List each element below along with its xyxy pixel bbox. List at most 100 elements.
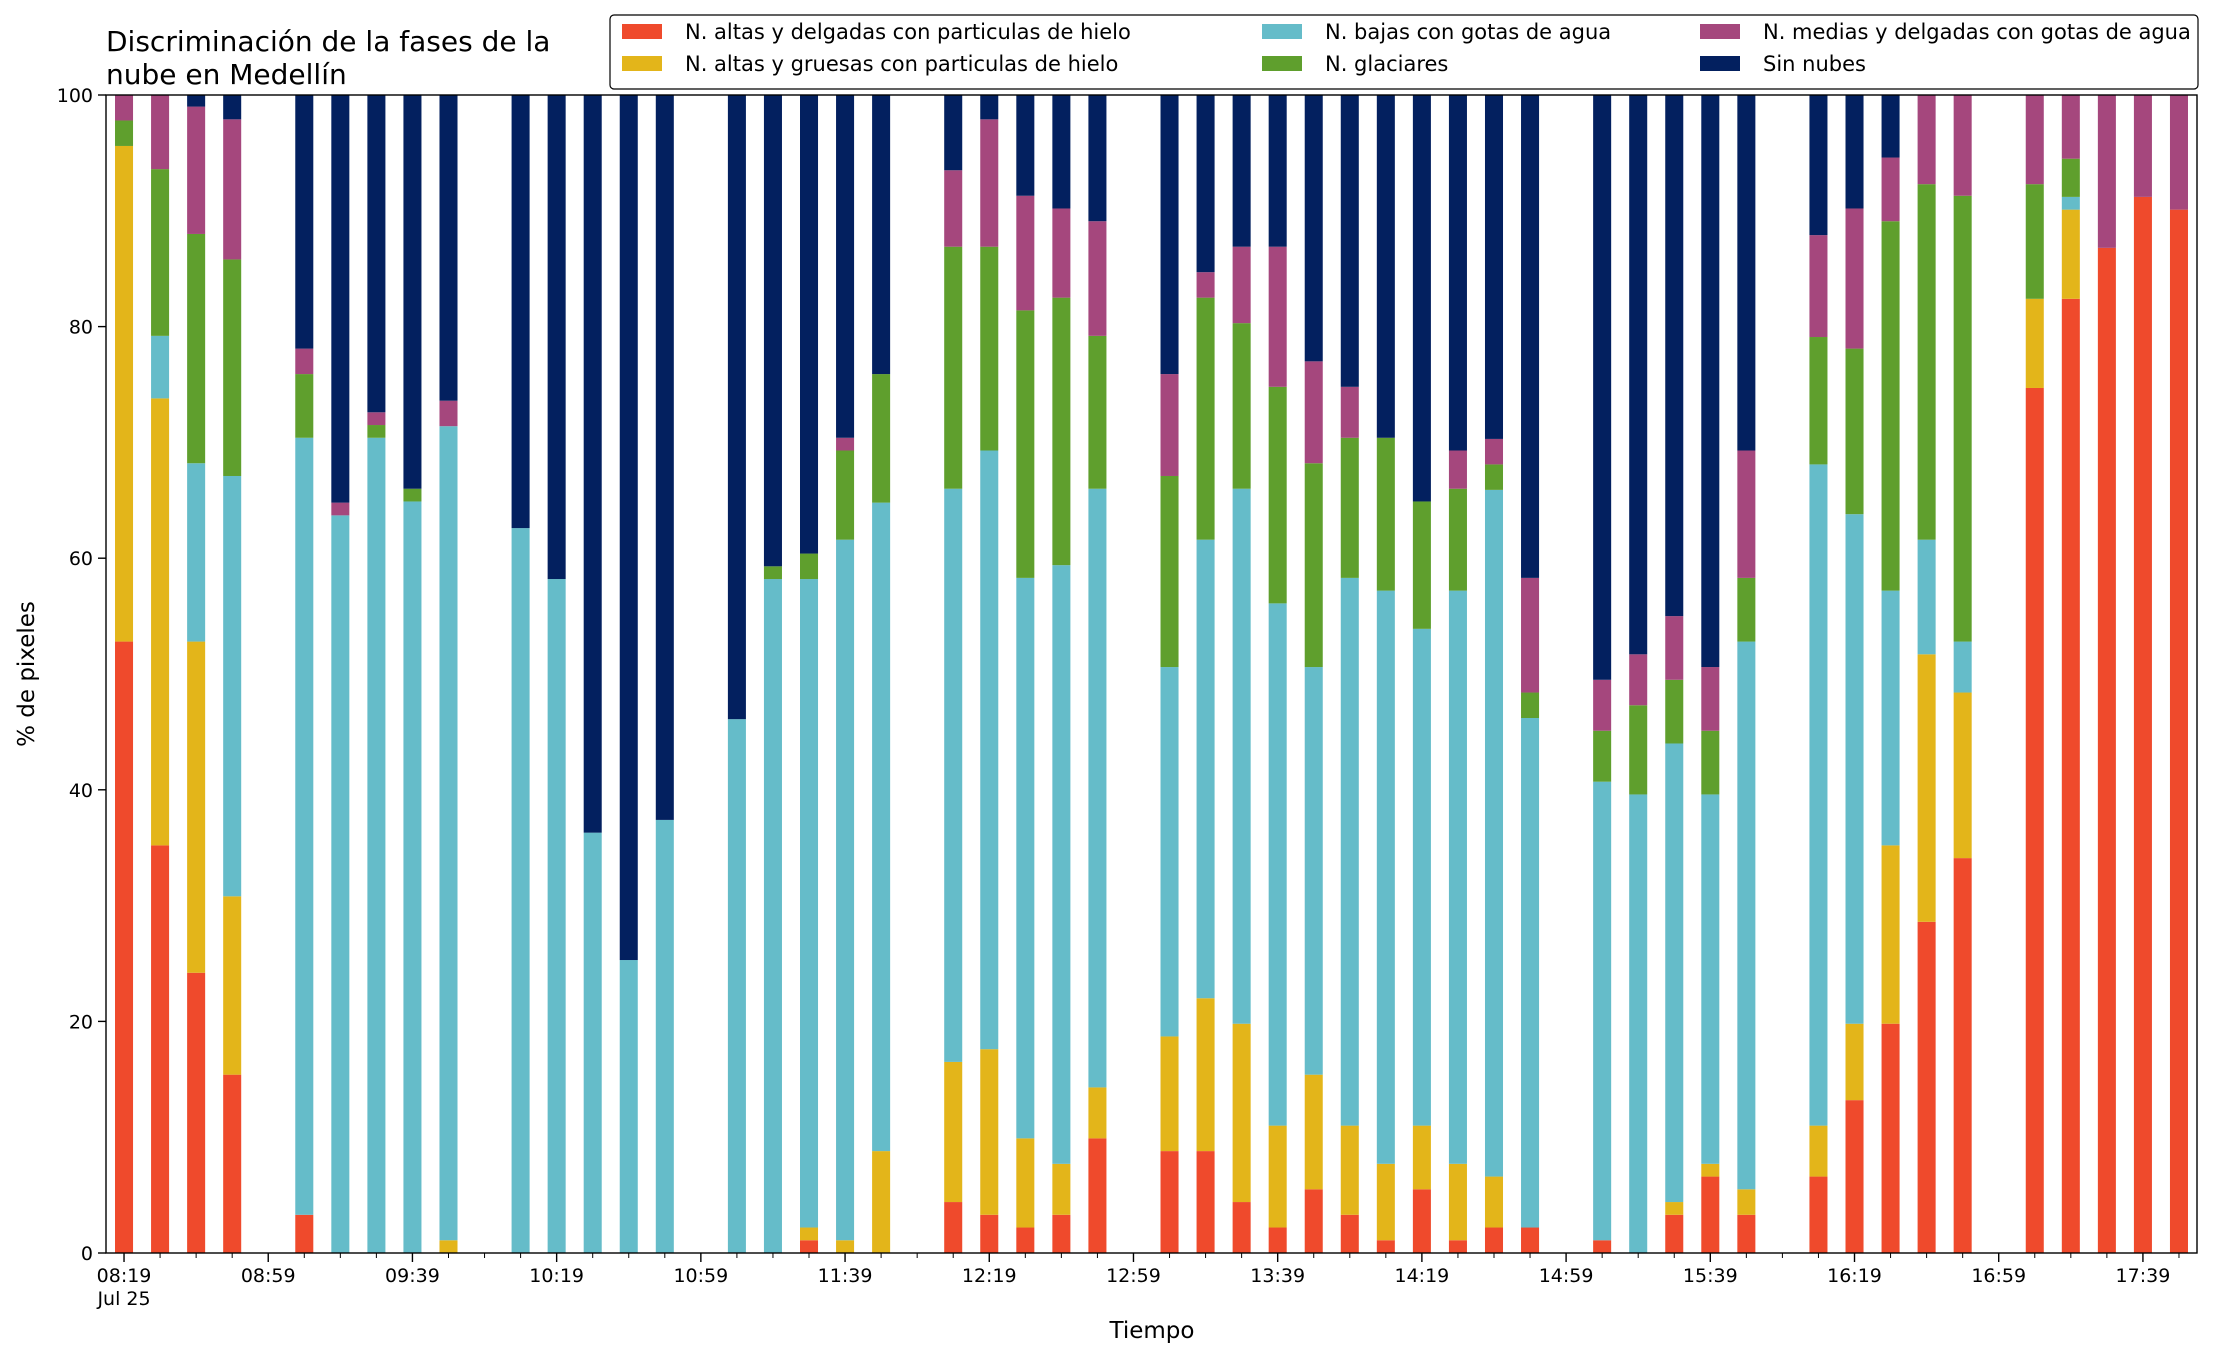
bar-segment-1709-s0 [2025, 387, 2044, 1254]
bar-segment-1229-s0 [1016, 1227, 1035, 1253]
bar-segment-1139-s1 [836, 1240, 855, 1253]
bar-segment-1219-s2 [980, 450, 999, 1050]
bar-segment-0839-s4 [187, 106, 206, 234]
bar-segment-1609-s1 [1809, 1125, 1828, 1177]
bar-segment-0849-s0 [223, 1074, 242, 1253]
bar-segment-1409-s0 [1376, 1240, 1395, 1253]
y-tick-label: 40 [69, 780, 93, 802]
bar-segment-1129-s5 [800, 95, 819, 554]
bar-segment-1449-s0 [1521, 1227, 1540, 1253]
bar-segment-1549-s1 [1737, 1189, 1756, 1215]
bar-segment-1429-s3 [1448, 488, 1467, 591]
bar-segment-1519-s5 [1629, 95, 1648, 655]
x-tick-label: 12:19 [962, 1265, 1017, 1287]
bar-segment-0849-s4 [223, 119, 242, 260]
bar-segment-1549-s0 [1737, 1214, 1756, 1253]
bar-segment-1319-s5 [1196, 95, 1215, 273]
bar-segment-1149-s3 [872, 374, 891, 503]
bar-segment-1649-s1 [1953, 692, 1972, 859]
bar-segment-1629-s5 [1881, 95, 1900, 158]
bar-segment-1329-s4 [1232, 246, 1251, 324]
bar-segment-1219-s1 [980, 1049, 999, 1215]
legend-swatch [1262, 24, 1302, 39]
bar-segment-1439-s1 [1484, 1176, 1504, 1228]
bar-segment-1329-s2 [1232, 488, 1251, 1024]
bar-segment-1339-s4 [1268, 246, 1287, 387]
bar-segment-1329-s5 [1232, 95, 1251, 247]
bar-segment-1419-s5 [1412, 95, 1431, 502]
bar-segment-1529-s4 [1665, 616, 1684, 680]
bar-segment-0849-s1 [223, 896, 242, 1075]
bar-segment-1749-s4 [2169, 95, 2188, 210]
bar-segment-1439-s4 [1484, 438, 1504, 465]
bar-segment-1319-s2 [1196, 539, 1215, 999]
bar-segment-1249-s4 [1088, 221, 1107, 336]
bar-segment-0819-s1 [115, 145, 134, 642]
bar-segment-1339-s0 [1268, 1227, 1287, 1253]
bar-segment-1719-s4 [2061, 95, 2080, 159]
bar-segment-1119-s3 [763, 566, 782, 580]
bar-segment-1429-s4 [1448, 450, 1467, 489]
bar-segment-0939-s5 [403, 95, 422, 489]
bar-segment-1639-s1 [1917, 654, 1936, 922]
x-tick-label: 10:19 [529, 1265, 584, 1287]
bar-segment-1509-s0 [1593, 1240, 1612, 1253]
bar-segment-1359-s2 [1340, 577, 1359, 1126]
bar-segment-1019-s5 [547, 95, 566, 580]
x-tick-label: 14:59 [1539, 1265, 1594, 1287]
bar-segment-1319-s1 [1196, 998, 1215, 1152]
bar-segment-1409-s5 [1376, 95, 1395, 438]
bar-segment-1119-s2 [763, 579, 782, 1253]
bar-segment-1229-s2 [1016, 577, 1035, 1139]
bar-segment-1139-s4 [836, 437, 855, 451]
x-tick-label: 12:59 [1106, 1265, 1161, 1287]
bar-segment-1439-s0 [1484, 1227, 1504, 1253]
bar-segment-0829-s2 [151, 335, 170, 399]
bar-segment-0919-s2 [331, 515, 350, 1253]
bar-segment-1709-s4 [2025, 95, 2044, 185]
bar-segment-1409-s2 [1376, 590, 1395, 1164]
bar-segment-1629-s3 [1881, 221, 1900, 591]
bar-segment-0909-s4 [295, 348, 314, 375]
bar-segment-1319-s0 [1196, 1151, 1215, 1253]
bar-segment-1729-s4 [2097, 95, 2116, 248]
bar-segment-1209-s4 [944, 170, 963, 247]
bar-segment-1019-s2 [547, 579, 566, 1253]
bar-segment-1729-s0 [2097, 247, 2116, 1254]
bar-segment-1419-s1 [1412, 1125, 1431, 1190]
bar-segment-1229-s3 [1016, 310, 1035, 578]
bar-segment-1229-s1 [1016, 1138, 1035, 1228]
bar-segment-1339-s3 [1268, 386, 1287, 604]
y-axis-title: % de pixeles [14, 601, 40, 747]
legend-label: N. altas y gruesas con particulas de hie… [685, 52, 1118, 76]
bar-segment-0829-s4 [151, 95, 170, 170]
bar-segment-1249-s5 [1088, 95, 1107, 222]
bar-segment-1609-s3 [1809, 337, 1828, 465]
bar-segment-0819-s0 [115, 641, 134, 1253]
bar-segment-1639-s2 [1917, 539, 1936, 655]
bar-segment-1719-s1 [2061, 209, 2080, 299]
bar-segment-1519-s3 [1629, 705, 1648, 795]
bar-segment-1029-s5 [583, 95, 602, 833]
legend-label: N. bajas con gotas de agua [1325, 20, 1611, 44]
bar-segment-0819-s4 [115, 95, 134, 121]
bar-segment-1129-s2 [800, 579, 819, 1228]
bar-segment-1649-s4 [1953, 95, 1972, 196]
bar-segment-0929-s2 [367, 437, 386, 1253]
bar-segment-1429-s2 [1448, 590, 1467, 1164]
x-tick-label: 13:39 [1250, 1265, 1305, 1287]
legend-swatch [622, 24, 662, 39]
bar-segment-1539-s1 [1701, 1163, 1720, 1177]
x-tick-label: 10:59 [673, 1265, 728, 1287]
bar-segment-1139-s2 [836, 539, 855, 1241]
plot-frame [105, 94, 2198, 1254]
bar-segment-1709-s1 [2025, 298, 2044, 388]
bar-segment-1429-s0 [1448, 1240, 1467, 1253]
bar-segment-1329-s1 [1232, 1023, 1251, 1203]
bar-segment-1509-s5 [1593, 95, 1612, 680]
bar-segment-1209-s5 [944, 95, 963, 171]
bar-segment-1619-s5 [1845, 95, 1864, 209]
bar-segment-1229-s4 [1016, 195, 1035, 311]
bar-segment-1309-s2 [1160, 667, 1179, 1037]
